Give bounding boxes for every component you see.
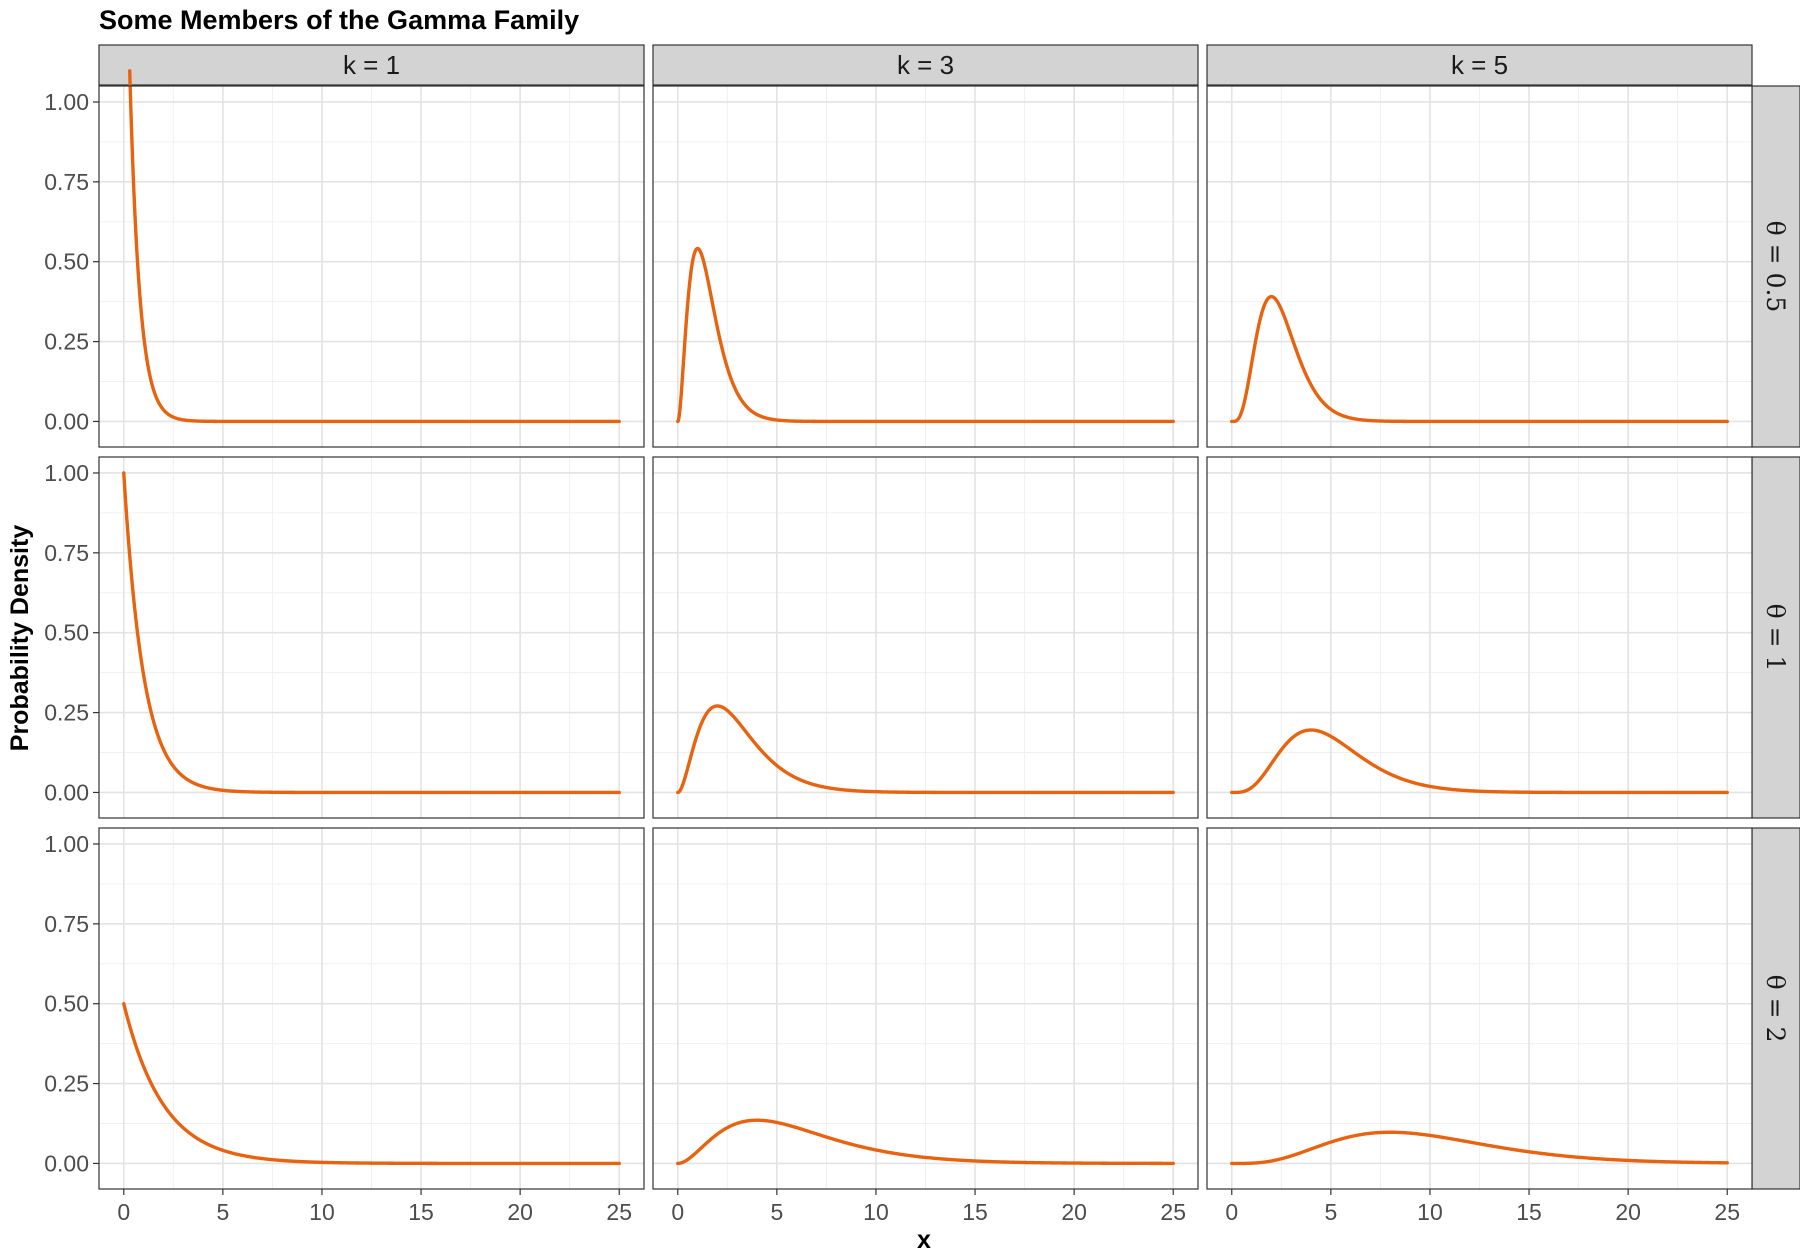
chart-title: Some Members of the Gamma Family [99,5,579,35]
density-line-k1-theta1 [122,471,621,795]
panel-border [98,827,645,1190]
col-strip-bg [98,44,645,86]
density-line-k5-theta2 [1230,1130,1729,1166]
col-strip-2: k = 3 [652,44,1199,86]
row-strip-2: θ = 1 [1751,456,1800,819]
x-tick-label: 20 [507,1199,533,1225]
panel-border [1206,85,1753,448]
panel-r2-c2 [652,456,1199,819]
panel-r1-c3 [1206,85,1753,448]
x-tick-label: 0 [117,1199,130,1225]
col-strip-bg [652,44,1199,86]
y-tick-label: 1.00 [44,89,89,115]
panel-r1-c2 [652,85,1199,448]
x-tick-label: 15 [1516,1199,1542,1225]
density-line-k3-theta1 [676,704,1175,795]
panel-border [1206,827,1753,1190]
y-tick-label: 0.75 [44,169,89,195]
y-tick-label: 1.00 [44,831,89,857]
x-tick-label: 25 [1160,1199,1186,1225]
panel-border [652,456,1199,819]
x-tick-label: 10 [309,1199,335,1225]
panel-r3-c2: 0 5 10 15 20 25 [652,827,1199,1225]
x-tick-label: 0 [671,1199,684,1225]
panel-border [98,85,645,448]
density-line-k5-theta0.5 [1230,294,1729,424]
col-strip-bg [1206,44,1753,86]
panel-r3-c1: 0.00 0.25 0.50 0.75 1.00 0 5 10 15 20 25 [44,827,645,1225]
panel-border [652,85,1199,448]
panel-border [98,456,645,819]
y-tick-label: 0.75 [44,911,89,937]
y-tick-label: 0.00 [44,1150,89,1176]
y-axis-title: Probability Density [6,525,34,752]
x-tick-label: 0 [1225,1199,1238,1225]
row-strip-3: θ = 2 [1751,827,1800,1190]
row-strip-label: θ = 0.5 [1761,221,1790,313]
x-axis-title: x [917,1226,931,1254]
x-tick-label: 15 [962,1199,988,1225]
col-strip-3: k = 5 [1206,44,1753,86]
panel-r2-c3 [1206,456,1753,819]
x-tick-label: 5 [770,1199,783,1225]
x-tick-label: 25 [1714,1199,1740,1225]
row-strip-bg [1751,85,1800,448]
y-tick-label: 1.00 [44,460,89,486]
y-tick-label: 0.25 [44,700,89,726]
row-strip-label: θ = 2 [1761,975,1790,1043]
y-tick-label: 0.50 [44,620,89,646]
row-strip-label: θ = 1 [1761,604,1790,672]
y-tick-label: 0.50 [44,249,89,275]
panel-border [652,827,1199,1190]
y-tick-label: 0.75 [44,540,89,566]
density-line-k3-theta0.5 [676,246,1175,424]
x-tick-label: 20 [1061,1199,1087,1225]
x-tick-label: 10 [863,1199,889,1225]
x-tick-label: 5 [1324,1199,1337,1225]
density-line-k5-theta1 [1230,728,1729,795]
x-tick-label: 25 [606,1199,632,1225]
density-line-k1-theta2 [122,1002,621,1166]
y-tick-label: 0.25 [44,1071,89,1097]
x-tick-label: 20 [1615,1199,1641,1225]
panel-border [1206,456,1753,819]
panel-r1-c1: 0.00 0.25 0.50 0.75 1.00 [44,69,645,448]
col-strip-label: k = 1 [343,50,400,80]
y-tick-label: 0.00 [44,779,89,805]
col-strip-label: k = 3 [897,50,954,80]
y-tick-label: 0.50 [44,991,89,1017]
panel-r2-c1: 0.00 0.25 0.50 0.75 1.00 [44,456,645,819]
col-strip-label: k = 5 [1451,50,1508,80]
row-strip-1: θ = 0.5 [1751,85,1800,448]
density-line-k3-theta2 [676,1118,1175,1166]
panel-r3-c3: 0 5 10 15 20 25 [1206,827,1753,1225]
density-line-k1-theta0.5 [128,69,621,424]
y-tick-label: 0.00 [44,408,89,434]
col-strip-1: k = 1 [98,44,645,86]
x-tick-label: 15 [408,1199,434,1225]
x-tick-label: 10 [1417,1199,1443,1225]
x-tick-label: 5 [216,1199,229,1225]
facet-grid: k = 1 k = 3 k = 5 θ = 0.5 θ = 1 θ = 2 0.00 0.25… [44,44,1800,1225]
y-tick-label: 0.25 [44,329,89,355]
row-strip-bg [1751,827,1800,1190]
